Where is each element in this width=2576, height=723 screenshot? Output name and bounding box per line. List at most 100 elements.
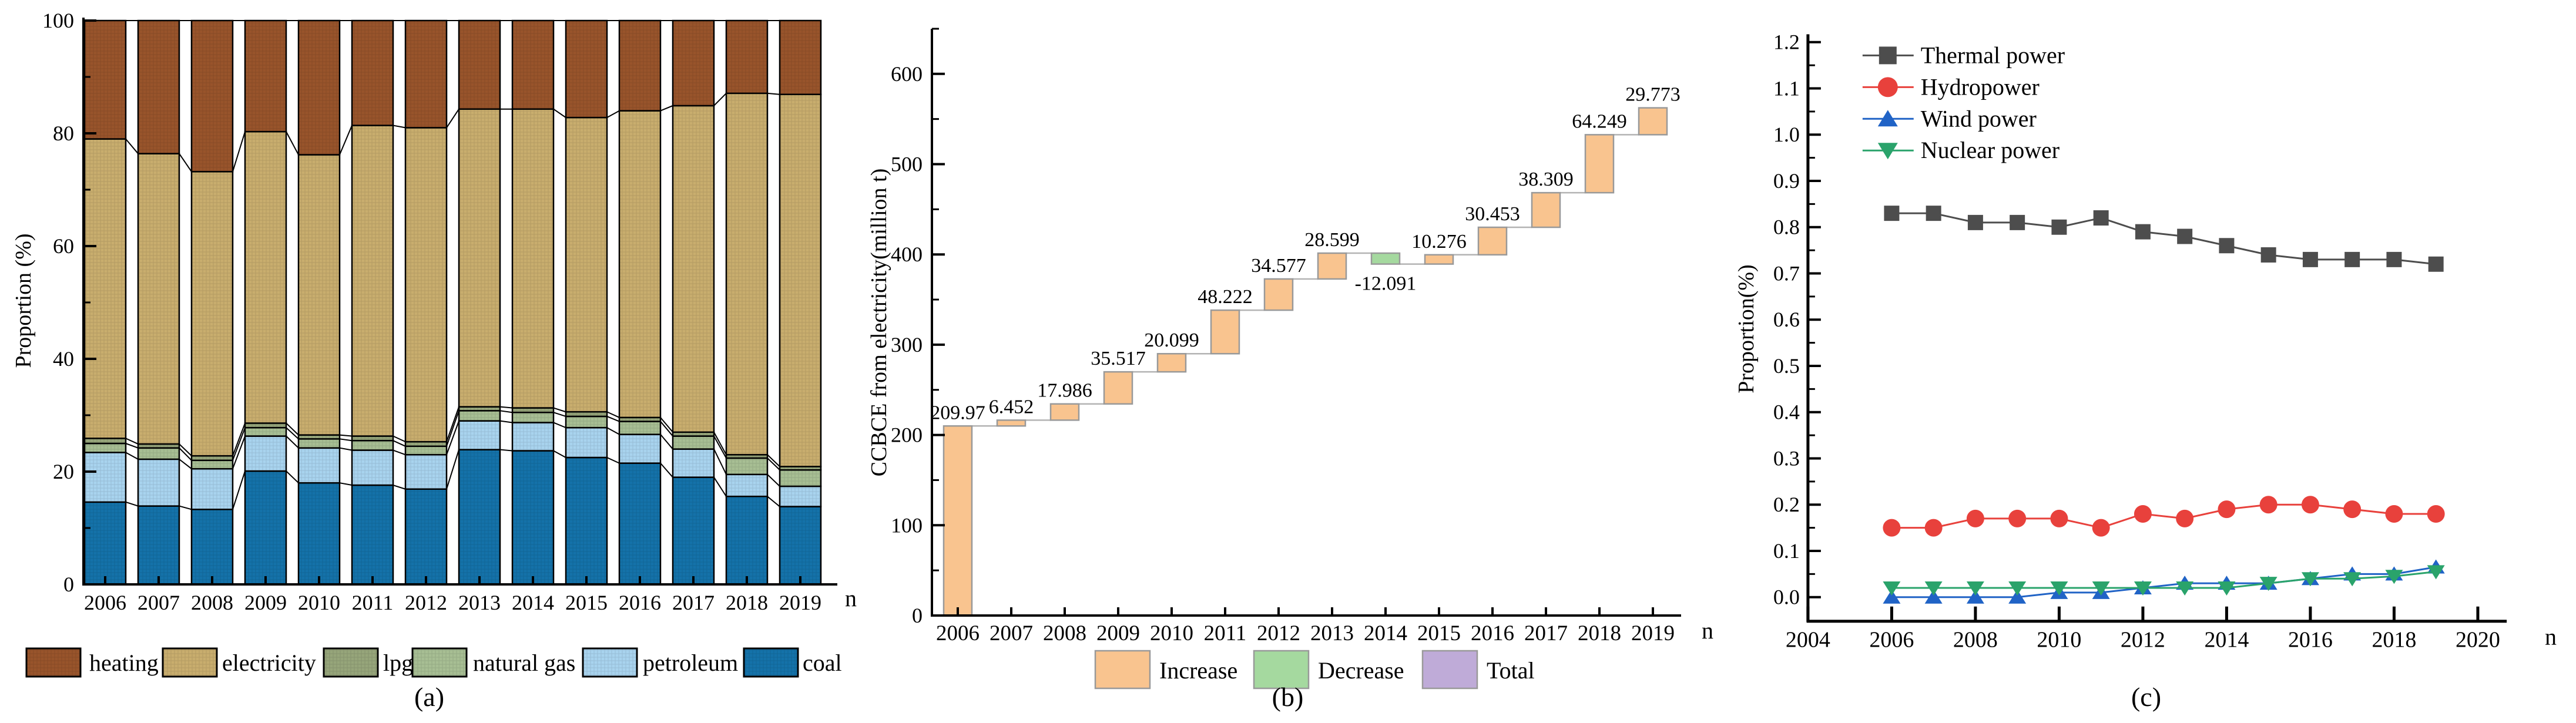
bar-texture [192, 460, 233, 469]
marker-wind-power-2007 [1924, 589, 1943, 604]
segment-connector [767, 496, 780, 507]
marker-thermal-power-2017 [2344, 251, 2360, 267]
bar-texture [245, 21, 286, 132]
bar-texture [298, 154, 340, 435]
x-tick-label: 2017 [1524, 621, 1568, 645]
bar-texture [405, 455, 447, 489]
x-tick-label: 2007 [137, 591, 180, 614]
bar-texture [726, 21, 767, 93]
y-tick-label: 0.8 [1773, 216, 1800, 239]
waterfall-value-label: 17.986 [1037, 380, 1092, 402]
legend-label-total: Total [1487, 657, 1535, 684]
marker-thermal-power-2016 [2302, 251, 2318, 267]
y-tick-label: 100 [891, 513, 923, 537]
bar-texture [352, 21, 393, 126]
waterfall-value-label: 20.099 [1144, 329, 1199, 351]
x-tick-label: 2016 [1471, 621, 1514, 645]
marker-hydropower-2018 [2385, 505, 2403, 523]
x-tick-label: 2017 [672, 591, 715, 614]
bar-texture [566, 412, 607, 416]
bar-texture [298, 435, 340, 439]
x-tick-label: 2012 [1257, 621, 1300, 645]
bar-texture [352, 485, 393, 584]
marker-thermal-power-2012 [2135, 224, 2151, 240]
bar-texture [85, 452, 126, 502]
waterfall-bar-2014 [1370, 252, 1401, 265]
bar-texture [85, 139, 126, 439]
marker-nuclear-power-2015 [2259, 577, 2278, 591]
x-tick-label: 2019 [779, 591, 821, 614]
bar-texture [245, 132, 286, 423]
bar-texture [459, 406, 500, 411]
segment-connector [125, 438, 139, 445]
legend-label-electricity: electricity [222, 650, 316, 676]
y-tick-label: 0 [63, 573, 74, 596]
segment-connector [232, 436, 246, 469]
x-tick-label: 2013 [1310, 621, 1354, 645]
segment-connector [606, 411, 620, 418]
segment-connector [393, 435, 406, 443]
segment-connector [499, 420, 513, 423]
x-tick-label: 2013 [458, 591, 501, 614]
bar-texture [673, 449, 714, 477]
bar-texture [192, 456, 233, 460]
x-tick-label: 2008 [1953, 628, 1998, 653]
bar-texture [352, 440, 393, 450]
figure-caption-b: (b) [1272, 682, 1304, 712]
bar-texture [85, 438, 126, 443]
legend-swatch-increase [1094, 650, 1151, 690]
segment-connector [339, 438, 353, 442]
segment-connector [499, 449, 513, 452]
segment-connector [286, 422, 299, 436]
segment-connector [232, 470, 246, 510]
segment-connector [179, 505, 192, 510]
x-tick-label: 2009 [1096, 621, 1140, 645]
bar-texture [405, 21, 447, 128]
segment-connector [767, 458, 780, 470]
segment-connector [767, 474, 780, 487]
marker-hydropower-2015 [2259, 496, 2278, 514]
marker-thermal-power-2013 [2177, 228, 2193, 244]
bar-texture [352, 450, 393, 486]
marker-hydropower-2019 [2427, 505, 2445, 523]
waterfall-value-label: 48.222 [1198, 286, 1253, 308]
marker-hydropower-2011 [2092, 519, 2110, 537]
bar-texture [85, 502, 126, 584]
segment-connector [232, 427, 246, 461]
bar-texture [619, 110, 660, 418]
bar-texture [85, 443, 126, 453]
segment-connector [286, 470, 299, 483]
marker-nuclear-power-2018 [2385, 570, 2403, 584]
segment-connector [393, 485, 406, 490]
bar-texture [619, 463, 660, 584]
marker-thermal-power-2015 [2260, 247, 2276, 263]
waterfall-value-label: 10.276 [1411, 231, 1467, 253]
x-tick-label: 2012 [2121, 628, 2165, 653]
segment-connector [446, 449, 459, 490]
waterfall-bar-2018 [1584, 134, 1615, 194]
line-chart-power-proportion: 0.0 0.1 0.2 0.3 0.4 0.5 0.6 0.7 0.8 0.9 1.0 1.1 1.2 2… [1734, 31, 2557, 653]
x-tick-label: 2018 [2372, 628, 2416, 653]
x-tick-label: 2010 [1150, 621, 1193, 645]
bar-texture [459, 411, 500, 421]
waterfall-bar-2019 [1638, 107, 1668, 136]
legend-label-decrease: Decrease [1318, 657, 1404, 684]
y-tick-label: 0.1 [1773, 539, 1800, 563]
bar-texture [85, 21, 126, 139]
y-tick-label: 500 [891, 153, 923, 176]
marker-hydropower-2008 [1966, 509, 1984, 527]
segment-connector [446, 109, 459, 128]
marker-thermal-power-2010 [2051, 219, 2067, 235]
bar-texture [780, 506, 821, 584]
y-tick-label: 60 [53, 234, 74, 258]
segment-connector [179, 153, 192, 172]
bar-texture [512, 412, 554, 423]
marker-nuclear-power-2011 [2092, 581, 2110, 596]
segment-connector [606, 110, 620, 118]
waterfall-bar-2006 [942, 425, 973, 617]
bar-texture [566, 117, 607, 412]
segment-connector [767, 454, 780, 468]
bar-texture [459, 421, 500, 450]
segment-connector [446, 421, 459, 455]
bar-texture [673, 105, 714, 432]
